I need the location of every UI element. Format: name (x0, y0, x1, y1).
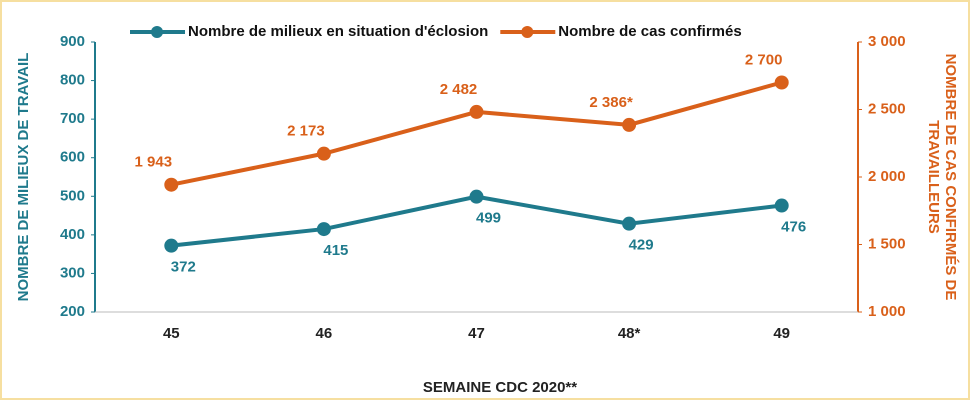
point (164, 177, 179, 192)
data-label: 429 (629, 237, 654, 254)
y2-tick-label: 1 500 (868, 235, 906, 252)
data-label: 415 (323, 242, 348, 259)
point (469, 104, 484, 119)
point (774, 198, 789, 213)
legend-label: Nombre de milieux en situation d'éclosio… (188, 23, 488, 40)
legend-marker (521, 26, 534, 38)
x-tick-label: 46 (316, 325, 333, 342)
y-tick-label: 700 (60, 110, 85, 127)
x-tick-label: 45 (163, 325, 180, 342)
data-label: 2 700 (745, 51, 783, 68)
y-tick-label: 200 (60, 303, 85, 320)
y-tick-label: 800 (60, 72, 85, 89)
y2-axis-title: NOMBRE DE CAS CONFIRMÉS DE (942, 54, 959, 301)
y-tick-label: 300 (60, 264, 85, 281)
y2-tick-label: 2 000 (868, 168, 906, 185)
data-label: 372 (171, 259, 196, 276)
y-tick-label: 900 (60, 33, 85, 50)
point (774, 75, 789, 90)
point (316, 146, 331, 161)
y2-axis-title: TRAVAILLEURS (925, 120, 942, 234)
data-label: 2 386* (589, 94, 633, 111)
y-tick-label: 600 (60, 149, 85, 166)
data-label: 499 (476, 210, 501, 227)
x-axis-title: SEMAINE CDC 2020** (423, 379, 577, 396)
y2-tick-label: 3 000 (868, 33, 906, 50)
y-axis-title: NOMBRE DE MILIEUX DE TRAVAIL (15, 53, 32, 302)
point (622, 216, 637, 231)
point (316, 222, 331, 237)
legend-label: Nombre de cas confirmés (558, 23, 741, 40)
data-label: 1 943 (135, 154, 173, 171)
y2-tick-label: 2 500 (868, 100, 906, 117)
y-tick-label: 500 (60, 187, 85, 204)
legend-marker (151, 26, 163, 38)
x-tick-label: 49 (773, 325, 790, 342)
data-label: 2 482 (440, 81, 478, 98)
data-label: 476 (781, 219, 806, 236)
y-tick-label: 400 (60, 226, 85, 243)
point (622, 117, 637, 132)
point (164, 238, 179, 253)
x-tick-label: 47 (468, 325, 485, 342)
point (469, 189, 484, 204)
data-label: 2 173 (287, 123, 325, 140)
y2-tick-label: 1 000 (868, 303, 906, 320)
x-tick-label: 48* (618, 325, 641, 342)
